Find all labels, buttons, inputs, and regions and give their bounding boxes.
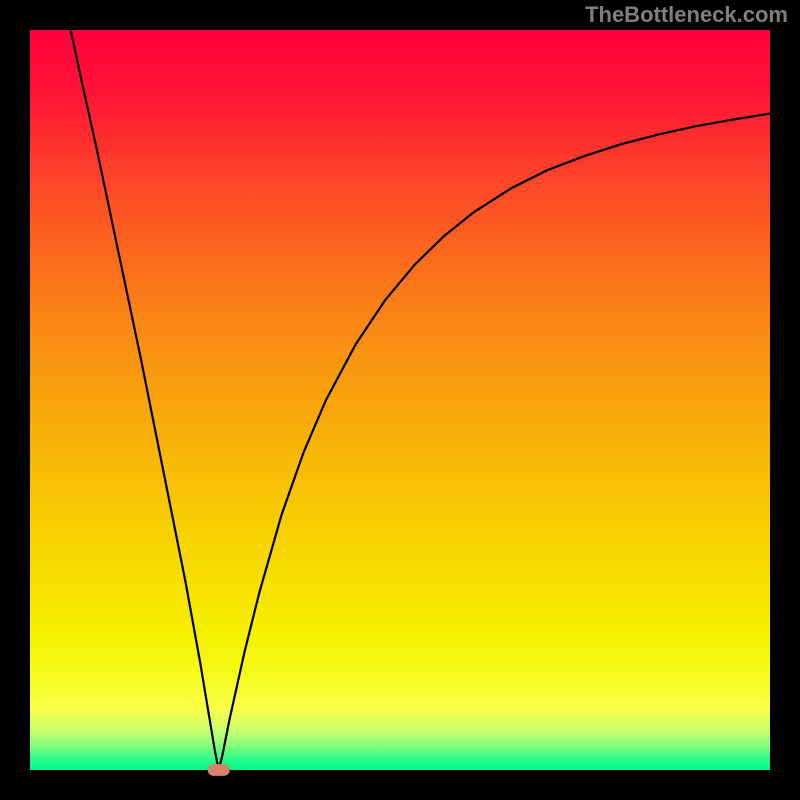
chart-container: TheBottleneck.com: [0, 0, 800, 800]
optimum-marker: [208, 764, 230, 776]
watermark-text: TheBottleneck.com: [585, 2, 788, 28]
chart-background: [30, 30, 770, 770]
bottleneck-chart: [0, 0, 800, 800]
